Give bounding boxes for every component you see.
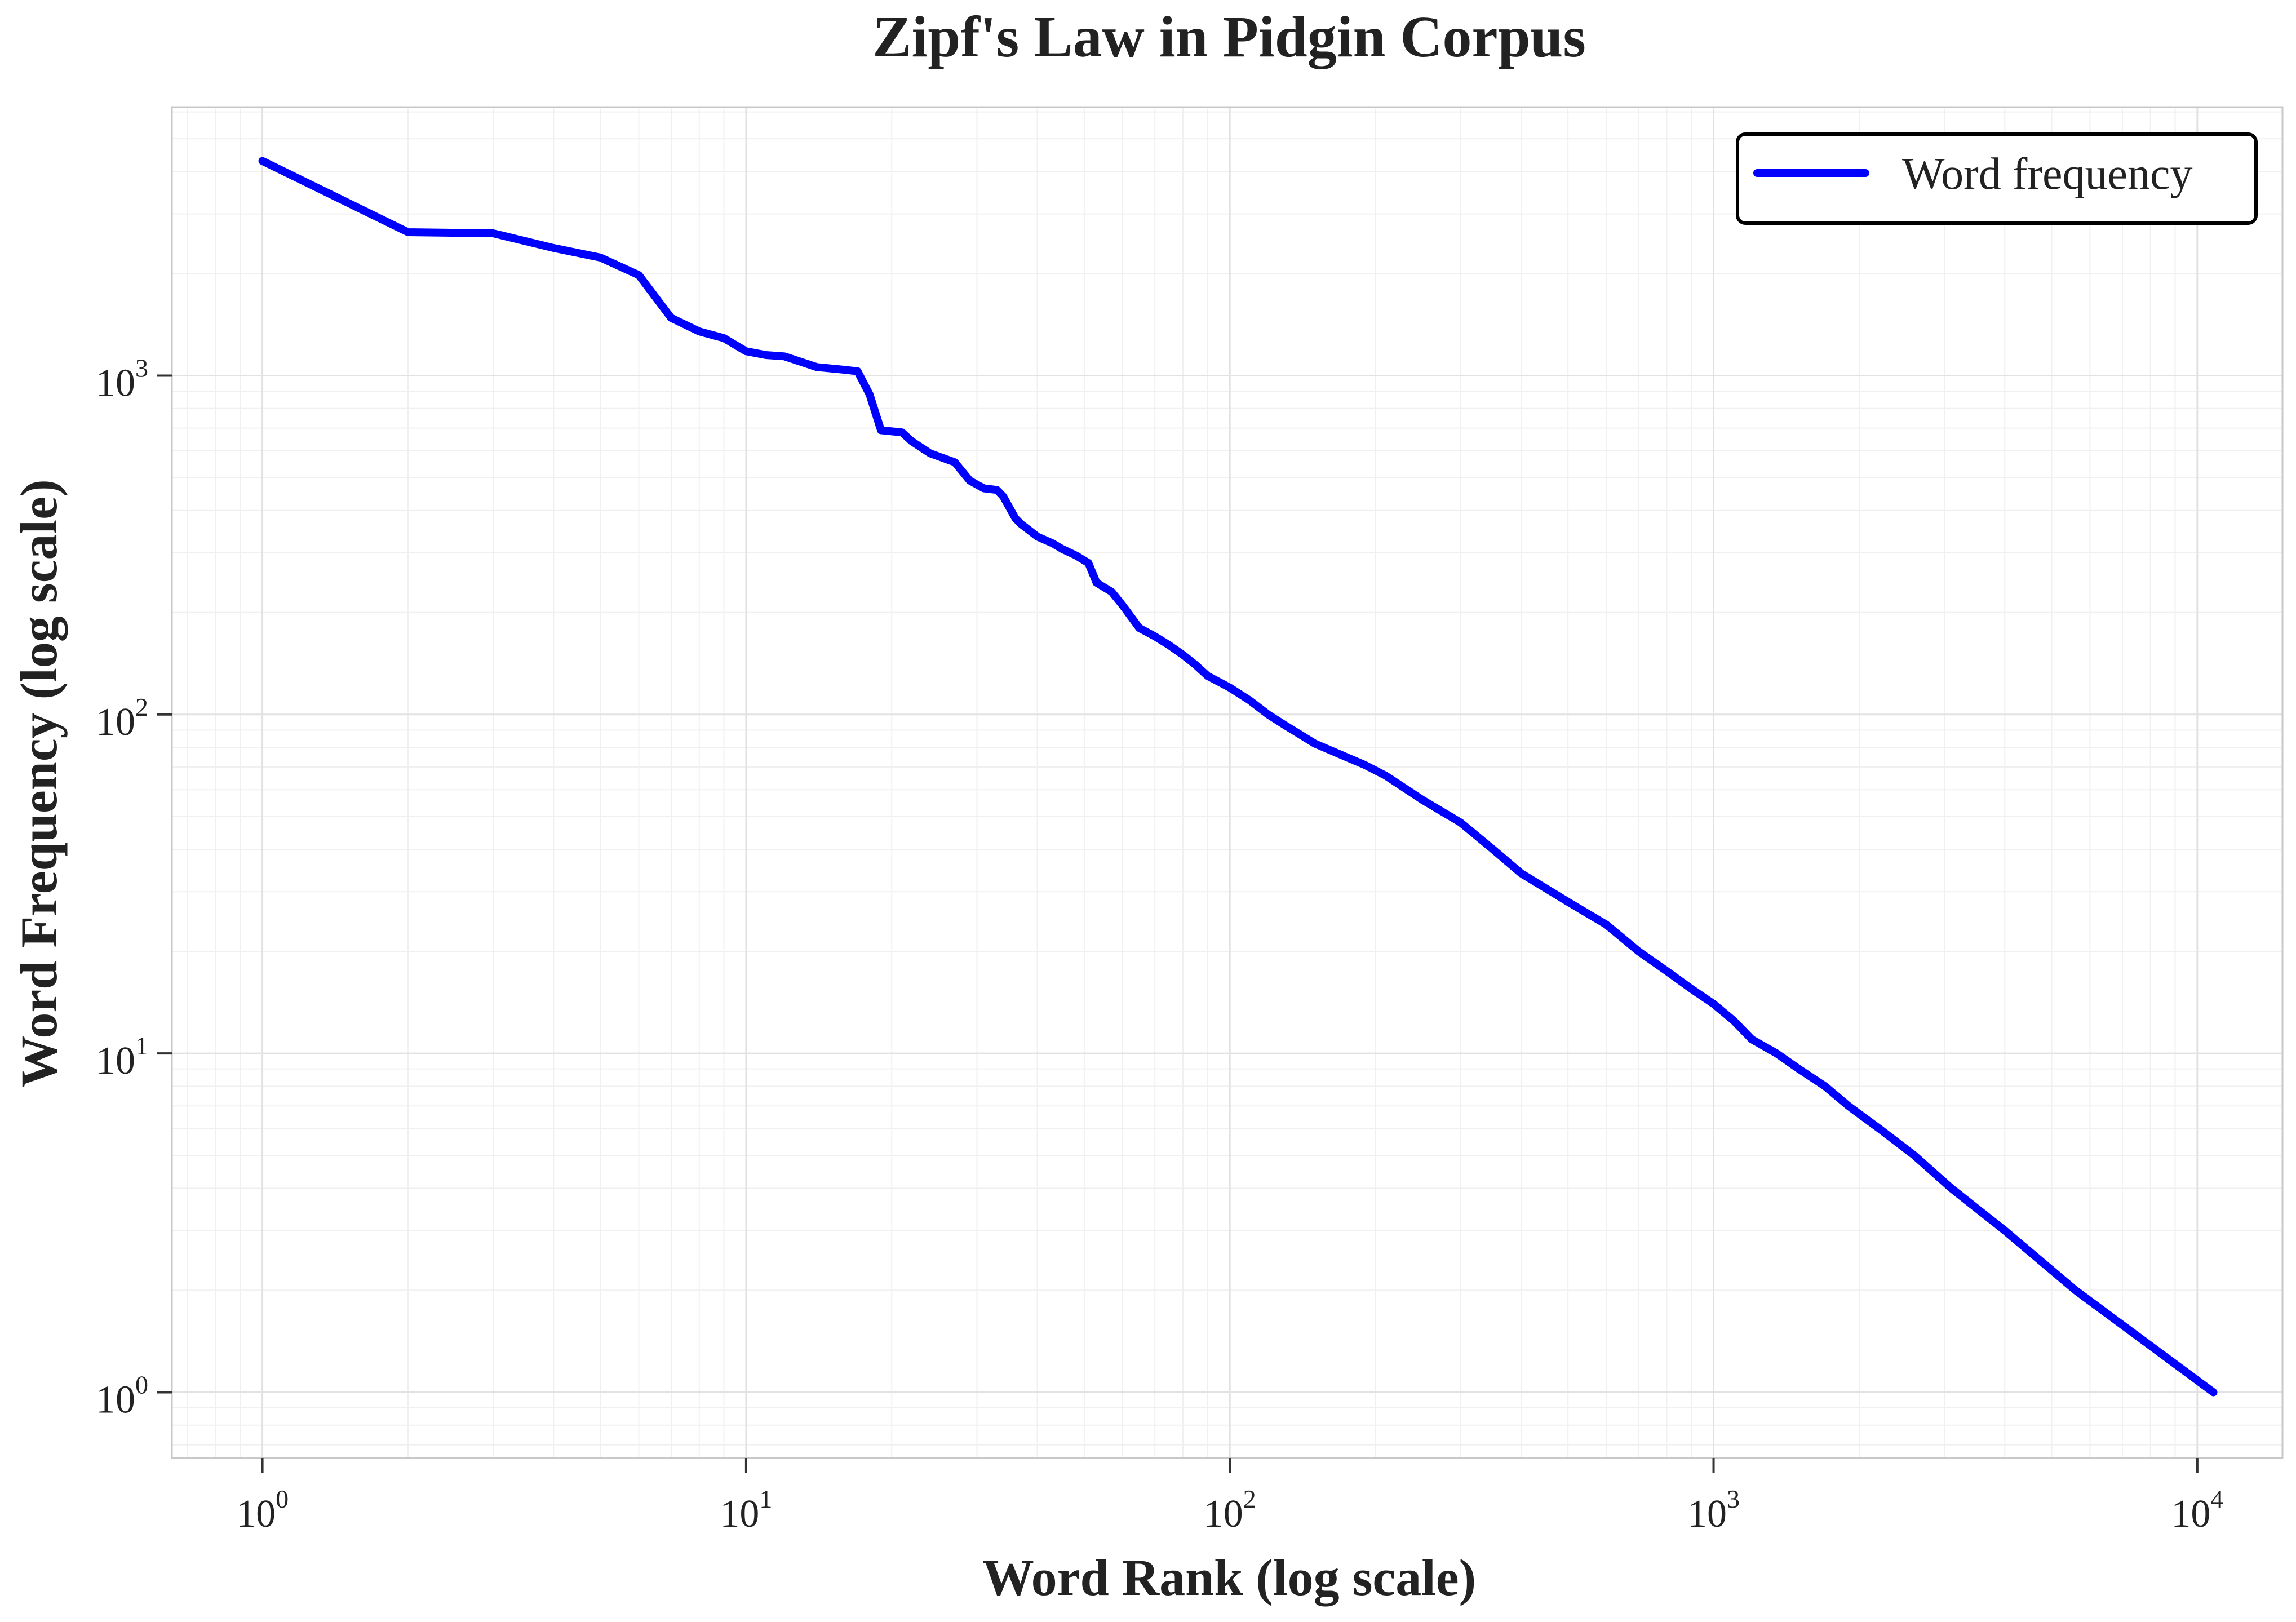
y-tick-label: 100 <box>96 1370 148 1421</box>
x-tick-label: 103 <box>1687 1484 1740 1536</box>
major-grid <box>172 107 2282 1458</box>
legend-label: Word frequency <box>1902 149 2193 199</box>
series-line-word-frequency <box>258 157 2218 1397</box>
plot-frame <box>171 106 2284 1459</box>
x-tick-label: 100 <box>236 1484 289 1536</box>
x-axis-ticks: 100 101 102 103 104 <box>236 1458 2223 1536</box>
y-axis-ticks: 100 101 102 103 <box>96 353 172 1421</box>
x-tick-label: 102 <box>1204 1484 1256 1536</box>
y-tick-label: 102 <box>96 693 148 744</box>
y-tick-label: 103 <box>96 353 148 405</box>
y-axis-label: Word Frequency (log scale) <box>10 479 68 1087</box>
chart-title: Zipf's Law in Pidgin Corpus <box>872 5 1586 69</box>
legend-box <box>1736 132 2258 225</box>
x-tick-label: 101 <box>720 1484 772 1536</box>
legend: Word frequency <box>1736 132 2258 225</box>
x-tick-label: 104 <box>2171 1484 2223 1536</box>
series-layer <box>258 157 2218 1397</box>
x-axis-label: Word Rank (log scale) <box>982 1549 1477 1606</box>
y-tick-label: 101 <box>96 1031 148 1083</box>
minor-grid <box>172 107 2282 1458</box>
